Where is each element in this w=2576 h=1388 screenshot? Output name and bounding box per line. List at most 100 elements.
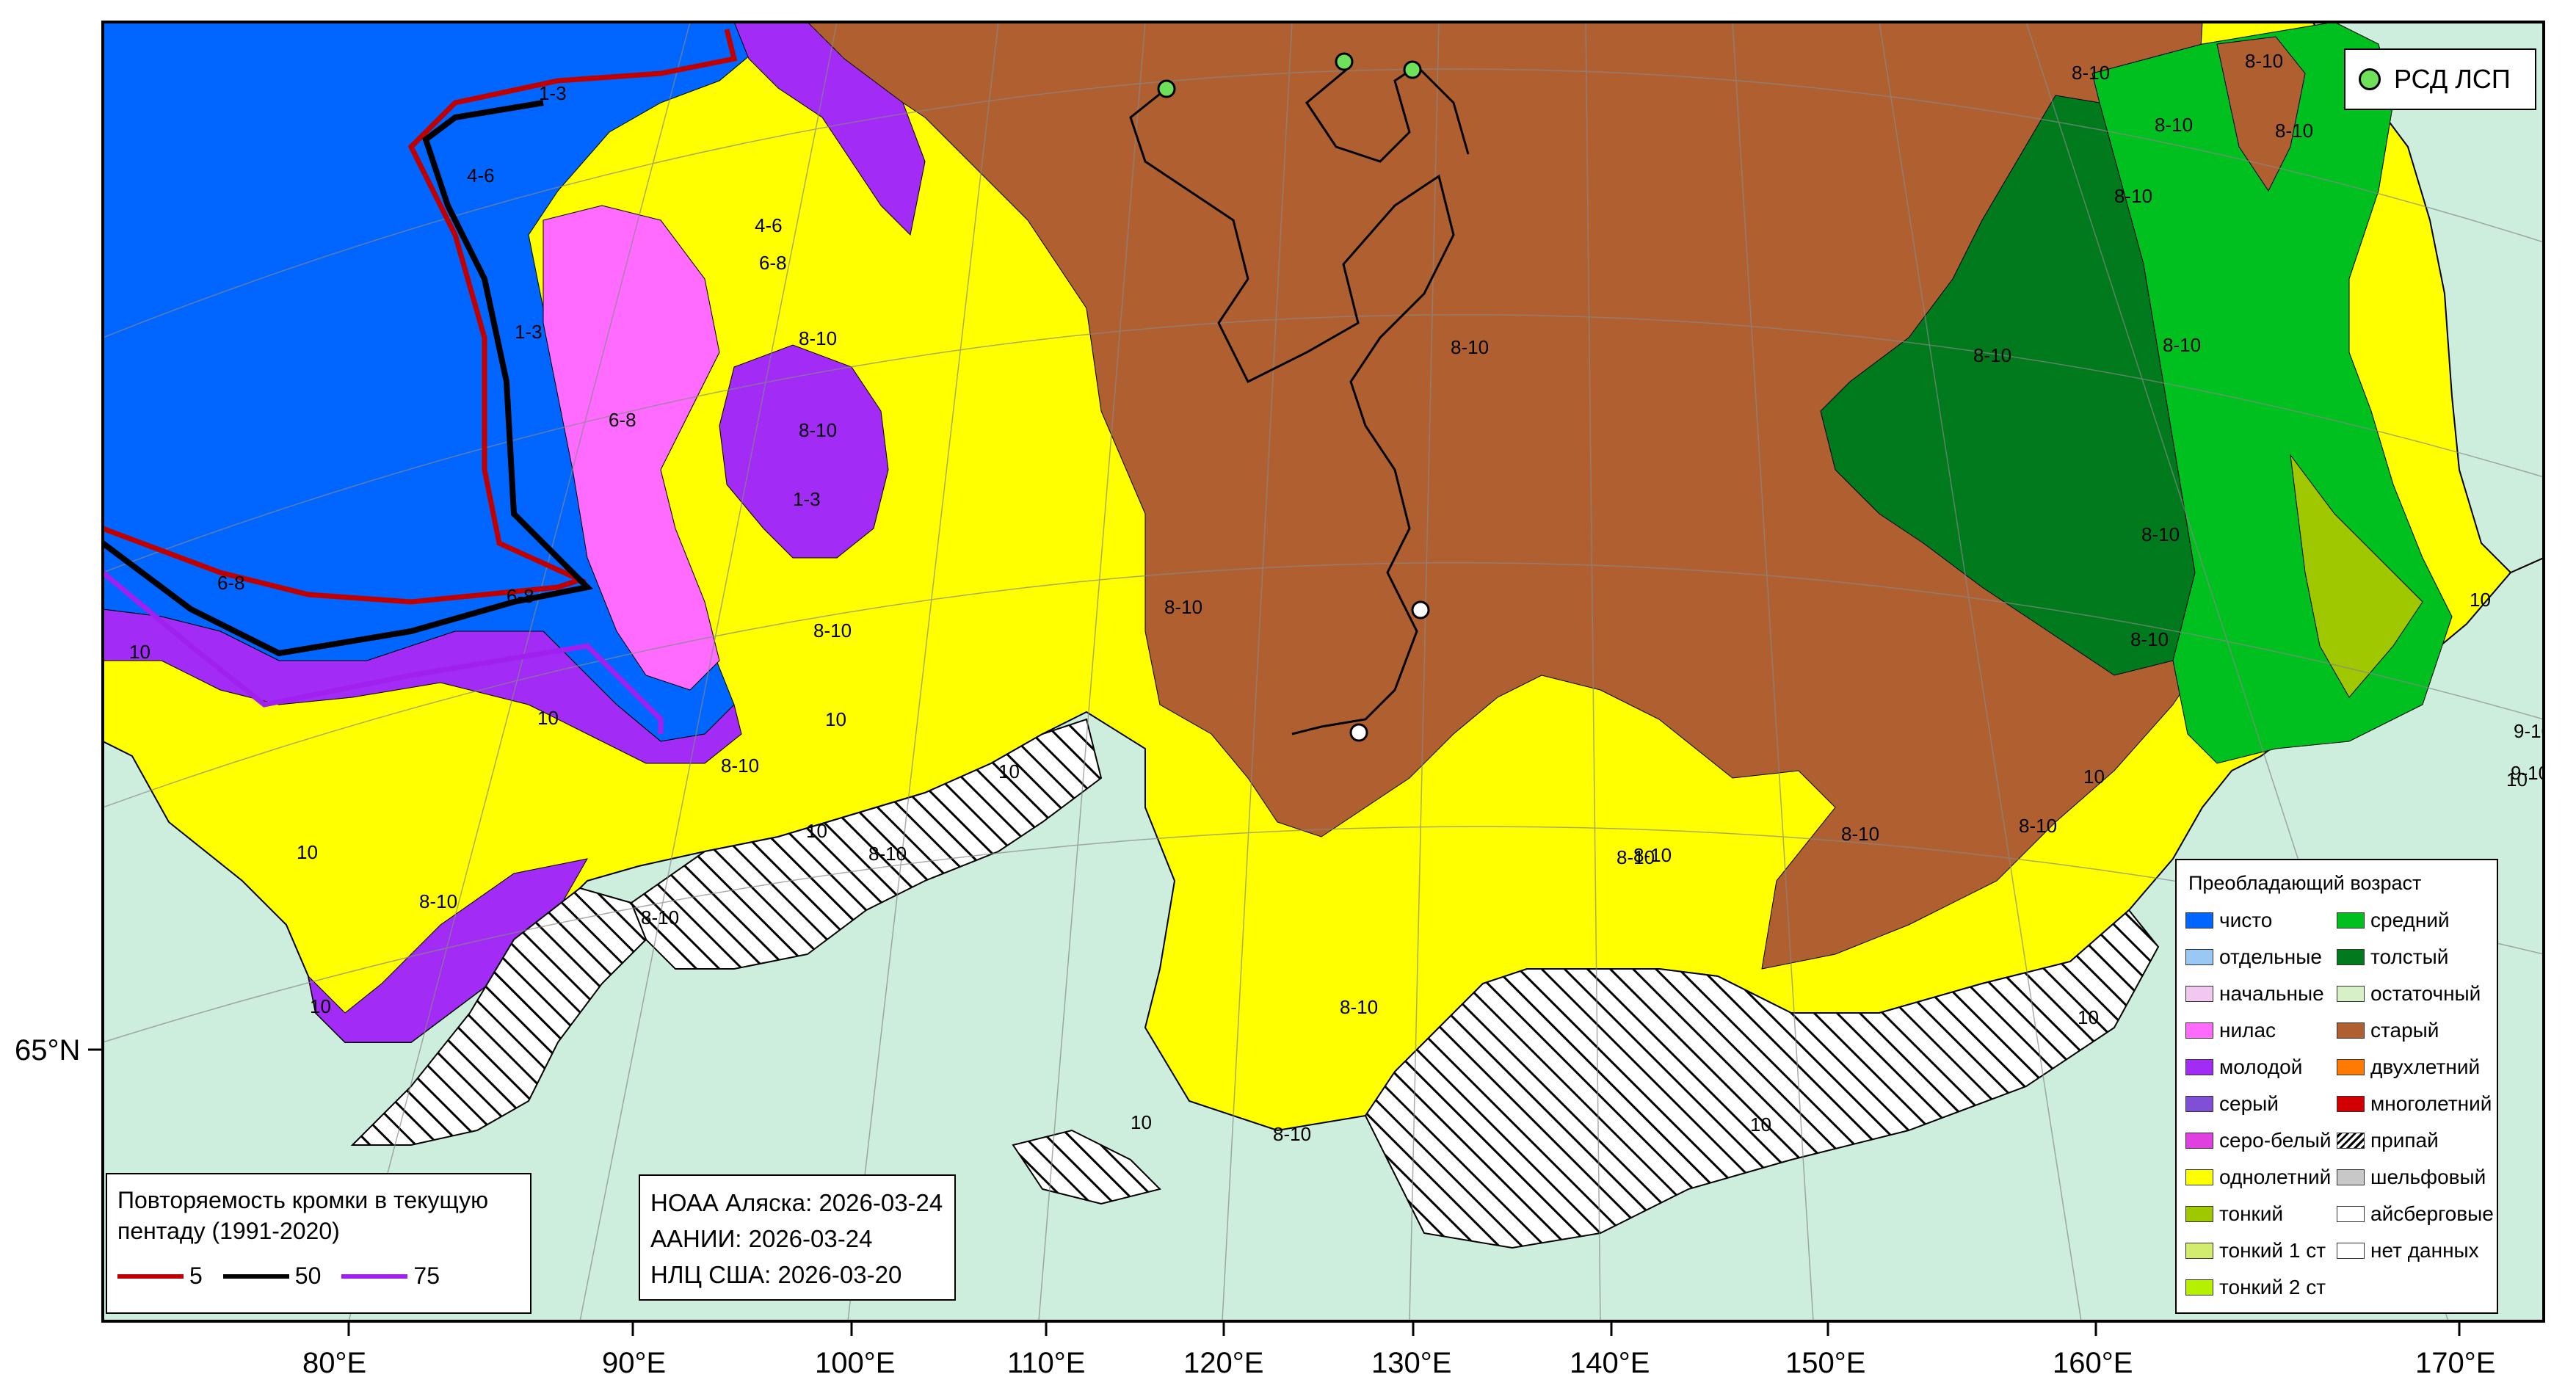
ice-age-legend-col-2: средний толстый остаточный старый двухле… — [2337, 902, 2494, 1306]
legend-label: серый — [2219, 1092, 2279, 1115]
swatch-icon — [2337, 912, 2365, 929]
swatch-icon — [2185, 1059, 2213, 1075]
lon-label: 80°E — [302, 1347, 366, 1379]
legend-item: нет данных — [2337, 1232, 2488, 1269]
source-line: НОАА Аляска: 2026-03-24 — [650, 1189, 943, 1216]
concentration-label: 8-10 — [1164, 596, 1202, 618]
legend-item: серый — [2185, 1086, 2337, 1122]
legend-label: айсберговые — [2370, 1202, 2494, 1225]
concentration-label: 8-10 — [2019, 815, 2057, 837]
legend-item: многолетний — [2337, 1086, 2492, 1122]
swatch-icon — [2337, 1243, 2365, 1259]
swatch-icon — [2337, 1022, 2365, 1039]
legend-item: тонкий — [2185, 1196, 2337, 1232]
concentration-label: 8-10 — [799, 327, 837, 349]
track-point[interactable] — [1411, 600, 1430, 619]
fast-ice-west — [350, 887, 647, 1146]
concentration-label: 9-10 — [2514, 720, 2552, 742]
lon-label: 90°E — [602, 1347, 666, 1379]
lon-label: 170°E — [2415, 1347, 2495, 1379]
land-east-coast — [2311, 22, 2544, 574]
fast-ice-east — [1364, 909, 2160, 1249]
concentration-label: 8-10 — [1633, 844, 1672, 866]
legend-label: многолетний — [2370, 1092, 2492, 1115]
swatch-icon — [2337, 949, 2365, 965]
legend-item: припай — [2337, 1122, 2488, 1159]
edge-legend-row: 5 50 75 — [117, 1262, 520, 1290]
concentration-label: 10 — [2470, 589, 2491, 611]
legend-label: тонкий — [2219, 1202, 2284, 1225]
edge-recurrence-legend: Повторяемость кромки в текущую пентаду (… — [106, 1173, 531, 1314]
concentration-label: 10 — [1131, 1111, 1152, 1133]
source-line: НЛЦ США: 2026-03-20 — [650, 1261, 902, 1288]
concentration-label: 10 — [297, 841, 318, 863]
concentration-label: 8-10 — [2275, 120, 2313, 142]
concentration-label: 8-10 — [868, 843, 907, 865]
legend-item: однолетний — [2185, 1159, 2337, 1196]
lon-label: 160°E — [2053, 1347, 2133, 1379]
swatch-icon — [2185, 1022, 2213, 1039]
legend-label: однолетний — [2219, 1166, 2332, 1188]
nilas-zone-islands — [543, 205, 720, 691]
swatch-icon — [2185, 1133, 2213, 1149]
concentration-label: 8-10 — [2163, 334, 2201, 356]
edge-50-line-icon — [222, 1273, 289, 1279]
concentration-label: 10 — [2506, 769, 2528, 791]
swatch-icon — [2185, 1243, 2213, 1259]
legend-label: отдельные — [2219, 945, 2322, 968]
concentration-label: 6-8 — [759, 252, 787, 274]
lat-label: 65°N — [15, 1034, 80, 1067]
legend-item: толстый — [2337, 939, 2488, 975]
lon-label: 120°E — [1183, 1347, 1263, 1379]
station-marker[interactable] — [1157, 79, 1176, 98]
legend-item: айсберговые — [2337, 1196, 2494, 1232]
edge-line-50 — [103, 100, 594, 657]
legend-item: серо-белый — [2185, 1122, 2337, 1159]
track-point[interactable] — [1349, 723, 1368, 742]
data-sources-box: НОАА Аляска: 2026-03-24 ААНИИ: 2026-03-2… — [639, 1174, 956, 1301]
concentration-label: 10 — [2078, 1006, 2099, 1028]
swatch-icon — [2185, 1169, 2213, 1185]
concentration-label: 8-10 — [2072, 62, 2110, 84]
source-line: ААНИИ: 2026-03-24 — [650, 1225, 873, 1252]
legend-item: нилас — [2185, 1012, 2337, 1049]
edge-legend-label: 75 — [413, 1262, 440, 1289]
station-marker[interactable] — [1335, 52, 1354, 71]
swatch-icon — [2337, 1169, 2365, 1185]
concentration-labels: 8-10 8-10 8-10 8-10 8-10 8-10 8-10 8-10 … — [129, 50, 2552, 1145]
concentration-label: 8-10 — [2130, 628, 2169, 650]
legend-item: шельфовый — [2337, 1159, 2488, 1196]
legend-item: чисто — [2185, 902, 2337, 939]
lon-label: 130°E — [1371, 1347, 1451, 1379]
legend-label: средний — [2370, 909, 2450, 931]
edge-legend-title-line-1: Повторяемость кромки в текущую — [117, 1187, 489, 1213]
legend-item: тонкий 2 ст — [2185, 1269, 2337, 1306]
swatch-icon — [2337, 1096, 2365, 1112]
legend-item: начальные — [2185, 975, 2337, 1012]
legend-item: средний — [2337, 902, 2488, 939]
edge-legend-label: 50 — [294, 1262, 322, 1289]
legend-item: тонкий 1 ст — [2185, 1232, 2337, 1269]
legend-label: двухлетний — [2370, 1055, 2481, 1078]
legend-label: нет данных — [2370, 1239, 2479, 1262]
concentration-label: 10 — [129, 641, 150, 663]
swatch-icon — [2185, 986, 2213, 1002]
swatch-icon — [2185, 1206, 2213, 1222]
legend-label: молодой — [2219, 1055, 2303, 1078]
concentration-label: 10 — [310, 995, 331, 1017]
legend-label: начальные — [2219, 982, 2324, 1005]
concentration-label: 6-8 — [609, 409, 636, 431]
swatch-icon — [2337, 1206, 2365, 1222]
lon-label: 100°E — [815, 1347, 895, 1379]
concentration-label: 8-10 — [2155, 114, 2193, 136]
concentration-label: 1-3 — [515, 321, 543, 343]
station-legend-label: РСД ЛСП — [2394, 64, 2511, 94]
legend-label: шельфовый — [2370, 1166, 2486, 1188]
fast-ice-laptev — [630, 718, 1103, 970]
hatch-swatch-icon — [2337, 1133, 2365, 1149]
axis-ticks — [88, 1048, 2461, 1336]
graticule — [103, 22, 2544, 1321]
station-marker[interactable] — [1403, 60, 1422, 79]
concentration-label: 8-10 — [2114, 185, 2152, 207]
legend-item: двухлетний — [2337, 1049, 2488, 1086]
